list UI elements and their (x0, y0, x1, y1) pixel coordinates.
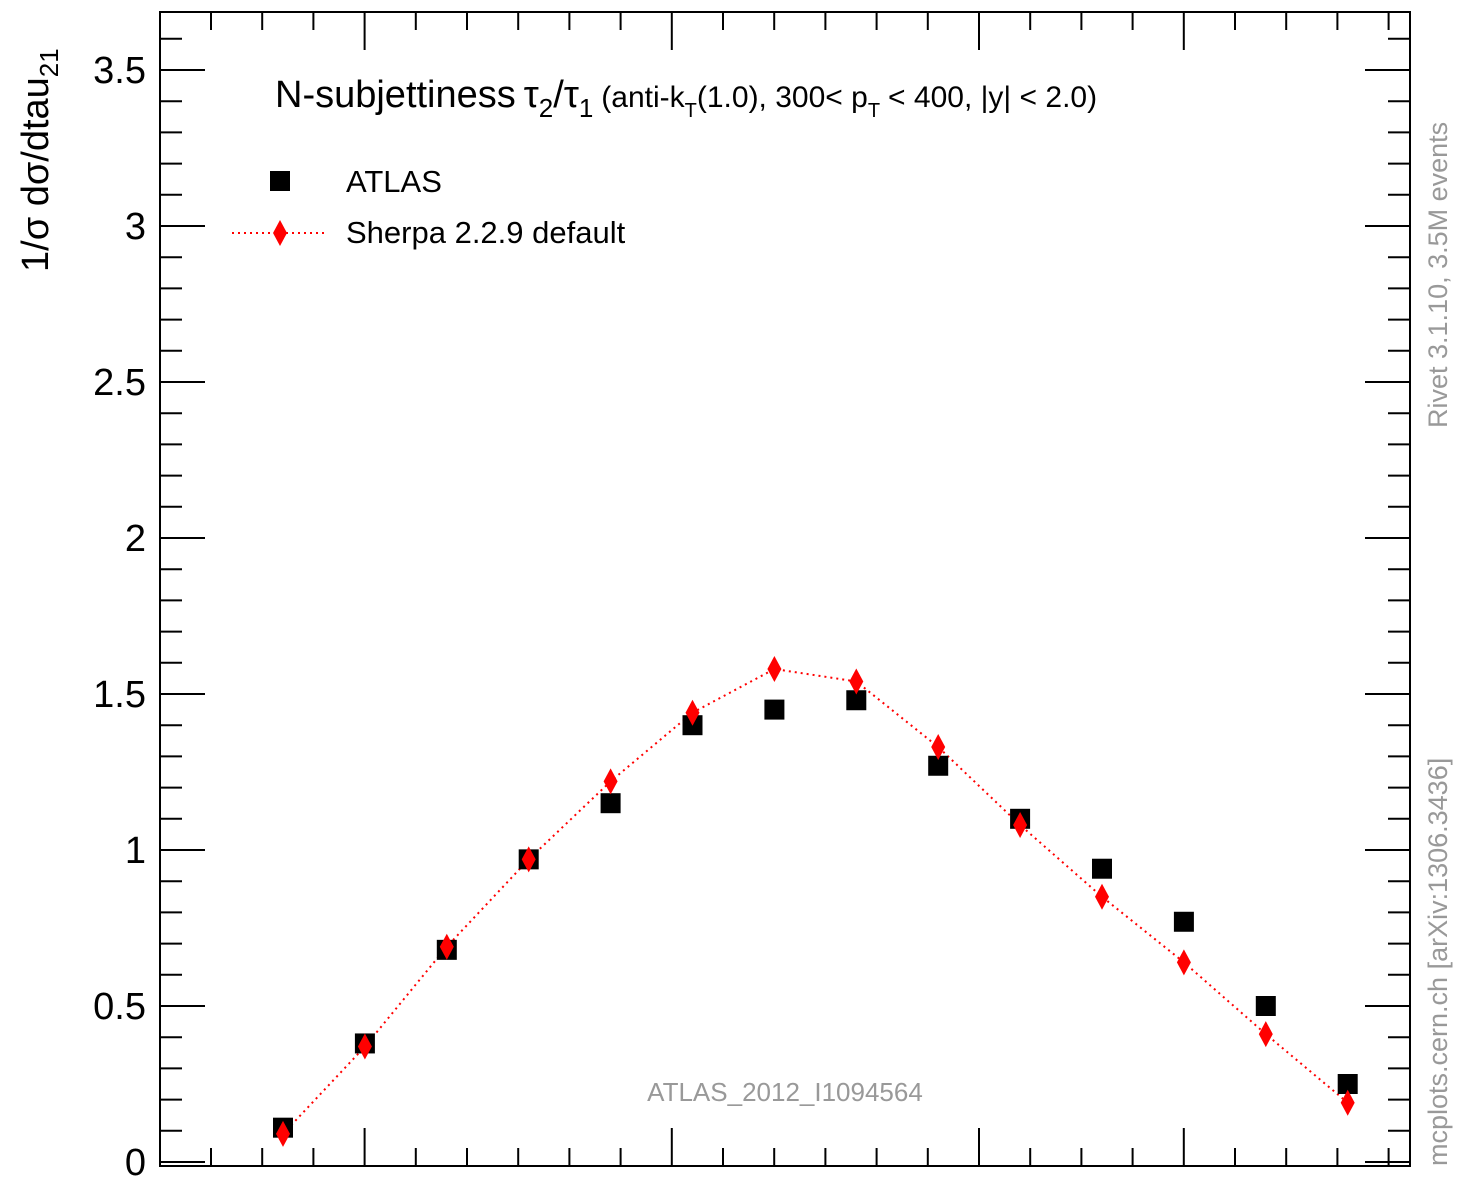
sherpa-data-point (767, 656, 782, 683)
sherpa-series-line (282, 667, 1349, 1135)
sherpa-data-point (357, 1033, 372, 1060)
rivet-label: Rivet 3.1.10, 3.5M events (1423, 122, 1453, 428)
analysis-watermark: ATLAS_2012_I1094564 (647, 1077, 923, 1107)
y-axis-label: 1/σ dσ/dtau21 (15, 48, 64, 272)
legend-label-atlas: ATLAS (346, 164, 442, 199)
x-axis-ticks (210, 12, 1390, 1166)
atlas-data-point (928, 755, 949, 776)
sherpa-data-point (521, 846, 536, 873)
y-tick-label: 3 (125, 206, 146, 248)
legend-marker-atlas (270, 171, 290, 191)
plot-frame (159, 11, 1411, 1167)
sherpa-data-point (1340, 1089, 1355, 1116)
atlas-data-point (1173, 911, 1194, 932)
sherpa-data-point (1013, 812, 1028, 839)
sherpa-data-point (603, 768, 618, 795)
sherpa-data-point (1176, 949, 1191, 976)
y-tick-label: 0 (125, 1142, 146, 1178)
y-axis-tick-labels: 0 0.5 1 1.5 2 2.5 3 3.5 (93, 50, 146, 1178)
legend: ATLAS Sherpa 2.2.9 default (232, 164, 626, 250)
atlas-series-points (273, 690, 1358, 1138)
y-tick-label: 2 (125, 518, 146, 560)
chart-title: N-subjettiness τ2/τ1 (anti-kT(1.0), 300< p… (275, 74, 1097, 123)
sherpa-data-point (439, 933, 454, 960)
sherpa-data-point (1258, 1021, 1273, 1048)
sherpa-data-point (1095, 883, 1109, 910)
y-tick-label: 1.5 (93, 674, 146, 716)
sherpa-data-point (931, 734, 946, 761)
y-tick-label: 2.5 (93, 362, 146, 404)
sherpa-data-point (849, 668, 864, 695)
mcplots-label: mcplots.cern.ch [arXiv:1306.3436] (1423, 758, 1453, 1166)
sherpa-series-points (276, 656, 1355, 1147)
legend-label-sherpa: Sherpa 2.2.9 default (346, 215, 626, 250)
sherpa-data-point (276, 1120, 290, 1147)
y-tick-label: 1 (125, 830, 146, 872)
legend-marker-sherpa (273, 220, 287, 246)
atlas-data-point (600, 793, 621, 814)
y-tick-label: 3.5 (93, 50, 146, 92)
y-tick-label: 0.5 (93, 986, 146, 1028)
atlas-data-point (1255, 996, 1276, 1016)
atlas-data-point (846, 690, 867, 711)
atlas-data-point (1092, 858, 1112, 879)
sherpa-data-point (685, 699, 700, 726)
atlas-data-point (764, 699, 785, 720)
y-axis-ticks (160, 37, 1410, 1163)
atlas-data-point (1337, 1074, 1358, 1094)
